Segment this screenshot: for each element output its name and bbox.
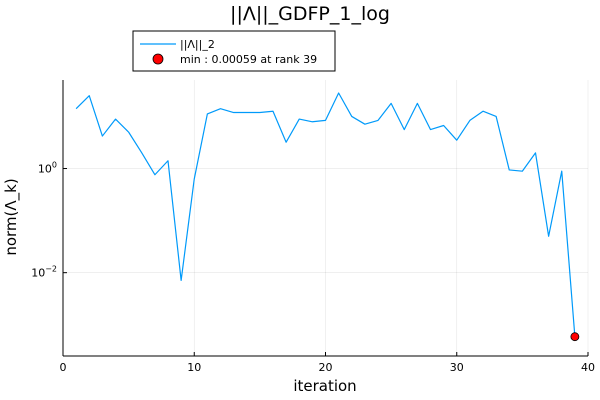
y-tick-label: 100 xyxy=(38,161,57,176)
x-tick-label: 10 xyxy=(187,361,201,374)
chart-title: ||Λ||_GDFP_1_log xyxy=(230,3,390,25)
series-group xyxy=(75,92,580,342)
x-axis-label: iteration xyxy=(293,377,356,395)
x-tick-label: 0 xyxy=(60,361,67,374)
y-ticks: 100 10−2 xyxy=(31,161,67,280)
legend-box xyxy=(132,30,336,72)
x-ticks: 0 10 20 30 40 xyxy=(60,352,595,374)
legend: ||Λ||_2 min : 0.00059 at rank 39 xyxy=(132,30,336,72)
series-line xyxy=(75,92,576,337)
legend-series-label: ||Λ||_2 xyxy=(180,38,215,51)
y-tick-label: 10−2 xyxy=(31,265,57,280)
x-tick-label: 40 xyxy=(581,361,595,374)
x-tick-label: 30 xyxy=(450,361,464,374)
legend-marker-swatch xyxy=(152,53,164,65)
min-marker xyxy=(570,332,580,342)
legend-marker-label: min : 0.00059 at rank 39 xyxy=(180,53,317,66)
y-axis-label: norm(Λ_k) xyxy=(2,178,21,255)
x-tick-label: 20 xyxy=(319,361,333,374)
grid xyxy=(62,80,589,356)
